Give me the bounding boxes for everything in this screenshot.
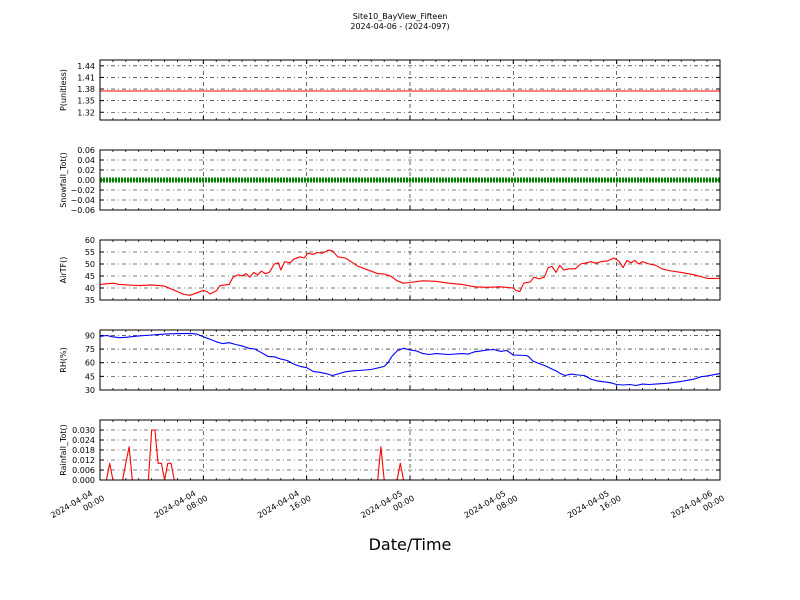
panel-3: 35 40 45 50 55 60 AirTF() <box>59 236 721 305</box>
y-tick-label: −0.04 <box>70 196 95 205</box>
y-tick-label: 60 <box>85 236 95 245</box>
y-tick-label: 50 <box>85 260 95 269</box>
y-tick-label: 0.06 <box>77 146 95 155</box>
y-tick-label: 0.018 <box>72 446 95 455</box>
panel-frame <box>99 419 721 481</box>
y-tick-label: 0.006 <box>72 466 95 475</box>
x-axis-ticks: 2024-04-0400:00 2024-04-0408:00 2024-04-04… <box>49 485 726 529</box>
x-tick-label: 2024-04-0400:00 <box>49 485 106 529</box>
y-tick-label: 0.04 <box>77 156 95 165</box>
y-tick-label: 90 <box>85 331 95 340</box>
y-tick-label: 0.00 <box>77 176 95 185</box>
y-tick-label: 40 <box>85 284 95 293</box>
y-tick-label: 55 <box>85 248 95 257</box>
y-tick-label: 45 <box>85 272 95 281</box>
x-tick-label: 2024-04-0516:00 <box>566 485 623 529</box>
y-axis-label: P(unitless) <box>59 69 68 111</box>
x-tick-label: 2024-04-0600:00 <box>669 485 726 529</box>
x-tick-label: 2024-04-0508:00 <box>463 485 520 529</box>
y-tick-label: 0.024 <box>72 436 95 445</box>
x-tick-label: 2024-04-0416:00 <box>256 485 313 529</box>
y-axis-label: AirTF() <box>59 257 68 284</box>
series-line-4 <box>99 332 721 387</box>
y-tick-label: 35 <box>85 296 95 305</box>
y-axis-label: Rainfall_Tot() <box>59 424 68 476</box>
y-tick-label: 1.35 <box>77 97 95 106</box>
panel-2: −0.06−0.04−0.020.000.020.040.06 Snowfall_… <box>59 146 721 215</box>
x-axis-label: Date/Time <box>369 535 452 554</box>
chart-title: Site10_BayView_Fifteen <box>353 12 448 21</box>
series-line-3 <box>99 249 720 296</box>
y-tick-label: 1.38 <box>77 85 95 94</box>
y-tick-label: 1.44 <box>77 62 95 71</box>
y-tick-label: 0.02 <box>77 166 95 175</box>
y-tick-label: 45 <box>85 372 95 381</box>
y-tick-label: 1.32 <box>77 108 95 117</box>
panel-frame <box>99 239 721 301</box>
panel-4: 30 45 60 75 90 RH(%) <box>59 329 721 395</box>
y-tick-label: 75 <box>85 345 95 354</box>
chart-subtitle: 2024-04-06 - (2024-097) <box>350 22 449 31</box>
panel-1: 1.32 1.35 1.38 1.41 1.44 P(unitless) <box>59 59 721 121</box>
y-tick-label: 0.030 <box>72 426 95 435</box>
panel-frame <box>99 329 721 391</box>
y-tick-label: 30 <box>85 386 95 395</box>
y-axis-label: RH(%) <box>59 347 68 372</box>
x-tick-label: 2024-04-0408:00 <box>153 485 210 529</box>
y-tick-label: 0.000 <box>72 476 95 485</box>
panel-frame <box>99 149 721 211</box>
y-tick-label: 0.012 <box>72 456 95 465</box>
panels: 1.321.351.381.411.44P(unitless)−0.06−0.0… <box>59 59 721 485</box>
y-tick-label: 1.41 <box>77 73 95 82</box>
y-tick-label: 60 <box>85 359 95 368</box>
x-tick-label: 2024-04-0500:00 <box>359 485 416 529</box>
y-tick-label: −0.02 <box>70 186 95 195</box>
y-axis-label: Snowfall_Tot() <box>59 152 68 208</box>
panel-frame <box>99 59 721 121</box>
y-tick-label: −0.06 <box>70 206 95 215</box>
